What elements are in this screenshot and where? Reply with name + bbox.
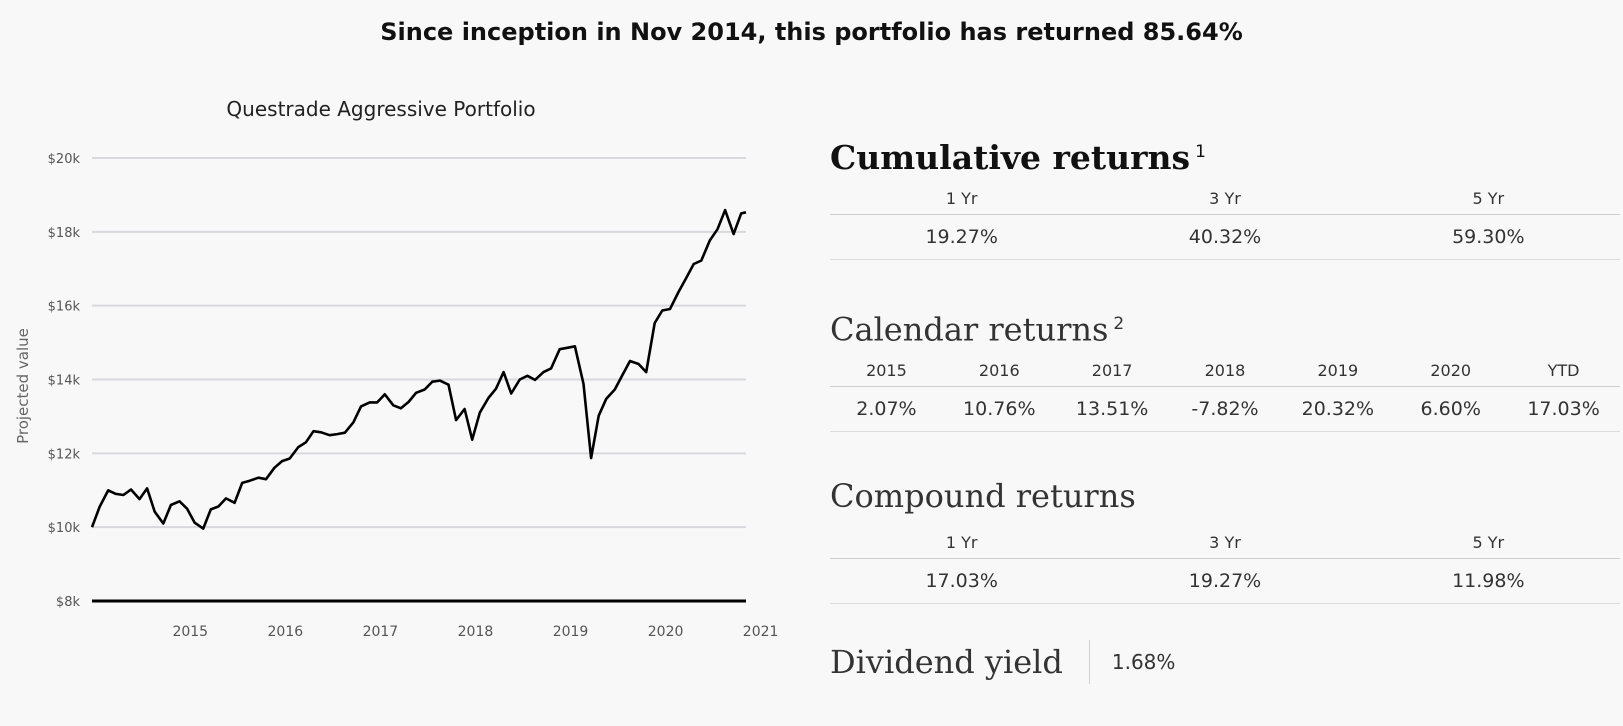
calendar-value: 6.60% [1394,387,1508,432]
dividend-yield-title: Dividend yield [830,643,1063,681]
portfolio-line-chart: Questrade Aggressive Portfolio Projected… [14,97,778,640]
y-axis-label: Projected value [14,328,32,444]
compound-header: 5 Yr [1356,528,1620,559]
dividend-yield-value: 1.68% [1111,650,1176,674]
cumulative-returns-title: Cumulative returns 1 [830,128,1620,177]
calendar-returns-table: 2015 2016 2017 2018 2019 2020 YTD 2.07% 10.76% 13… [830,348,1620,432]
headline: Since inception in Nov 2014, this portfo… [380,18,1243,46]
y-tick-label: $16k [48,300,81,315]
calendar-header: 2018 [1168,356,1282,387]
x-tick-label: 2015 [172,624,208,640]
cumulative-returns-title-text: Cumulative returns [830,138,1191,177]
compound-value: 11.98% [1356,559,1620,604]
calendar-returns-title: Calendar returns 2 [830,300,1620,349]
calendar-header: 2020 [1394,356,1508,387]
x-tick-label: 2016 [268,624,304,640]
calendar-header: 2017 [1055,356,1169,387]
cumulative-header: 3 Yr [1093,184,1357,215]
x-tick-label: 2019 [553,624,589,640]
x-tick-label: 2021 [743,624,779,640]
cumulative-header: 5 Yr [1356,184,1620,215]
y-tick-label: $8k [56,595,81,610]
cumulative-value: 40.32% [1093,215,1357,260]
calendar-value: 10.76% [942,387,1056,432]
y-tick-label: $14k [48,374,81,389]
calendar-value: 20.32% [1281,387,1395,432]
calendar-value: 13.51% [1055,387,1169,432]
cumulative-value: 19.27% [830,215,1094,260]
compound-value: 19.27% [1093,559,1357,604]
y-tick-label: $18k [48,226,81,241]
calendar-value: 2.07% [830,387,943,432]
calendar-returns-title-text: Calendar returns [830,310,1109,349]
calendar-value: -7.82% [1168,387,1282,432]
series-layer [90,208,747,530]
compound-returns-title: Compound returns [830,477,1136,515]
calendar-header: 2015 [830,356,943,387]
calendar-value: 17.03% [1507,387,1620,432]
x-tick-label: 2017 [363,624,399,640]
calendar-header: YTD [1507,356,1620,387]
chart-title: Questrade Aggressive Portfolio [226,97,535,121]
calendar-header: 2019 [1281,356,1395,387]
cumulative-footnote-marker: 1 [1195,142,1206,162]
y-tick-label: $20k [48,152,81,167]
compound-returns-table: 1 Yr 3 Yr 5 Yr 17.03% 19.27% 11.98% [830,520,1620,604]
returns-panel: Cumulative returns 1 1 Yr 3 Yr 5 Yr 19.27% 40… [830,128,1620,686]
compound-value: 17.03% [830,559,1094,604]
compound-header: 1 Yr [830,528,1094,559]
y-tick-labels: $8k $10k $12k $14k $16k $18k $20k [48,152,81,610]
cumulative-value: 59.30% [1356,215,1620,260]
cumulative-header: 1 Yr [830,184,1094,215]
grid-layer [92,157,746,603]
x-tick-label: 2020 [648,624,684,640]
x-tick-labels: 2015 2016 2017 2018 2019 2020 2021 [172,624,778,640]
x-tick-label: 2018 [458,624,494,640]
y-tick-label: $10k [48,521,81,536]
y-tick-label: $12k [48,447,81,462]
calendar-footnote-marker: 2 [1113,314,1125,334]
dividend-divider [1088,640,1090,684]
series-line [90,208,747,530]
calendar-header: 2016 [942,356,1056,387]
cumulative-returns-table: 1 Yr 3 Yr 5 Yr 19.27% 40.32% 59.30% [830,176,1620,260]
dividend-yield-row: Dividend yield 1.68% [830,638,1620,686]
compound-header: 3 Yr [1093,528,1357,559]
